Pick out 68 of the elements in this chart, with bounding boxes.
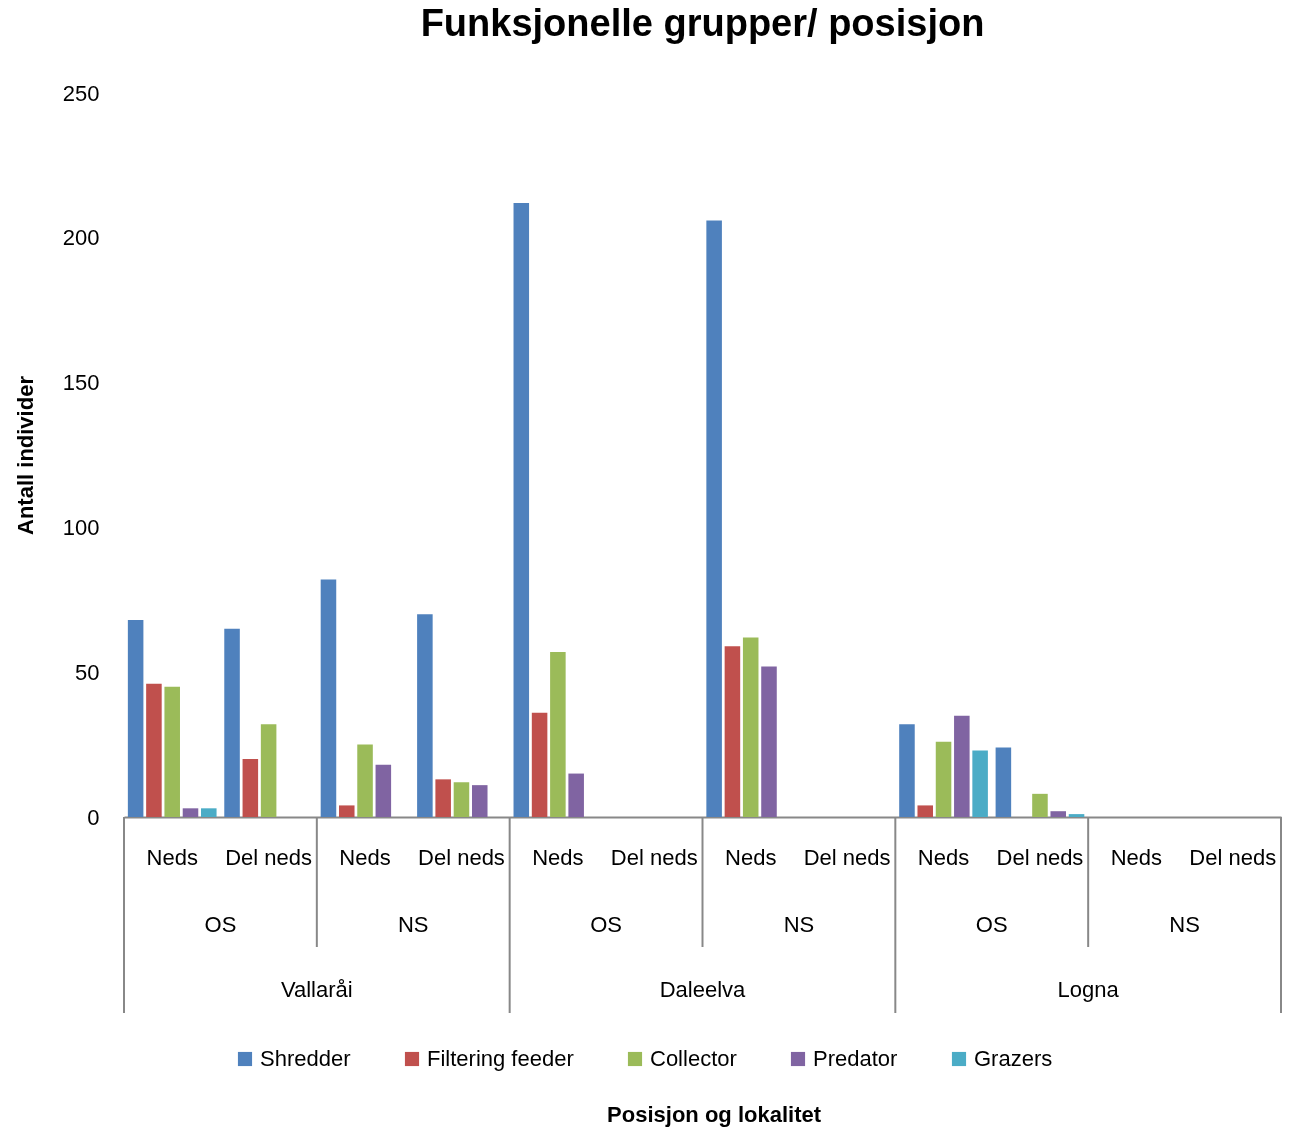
x-tick-label: Del neds bbox=[225, 844, 313, 870]
bar bbox=[917, 805, 934, 817]
bar bbox=[164, 686, 180, 817]
y-tick-label: 250 bbox=[62, 80, 100, 106]
bar bbox=[513, 203, 530, 817]
x-tick-label: Neds bbox=[725, 844, 777, 870]
bar bbox=[127, 620, 144, 817]
bar bbox=[338, 805, 355, 817]
y-tick-label: 200 bbox=[62, 225, 100, 251]
bar bbox=[899, 724, 915, 817]
text: Daleelva bbox=[659, 977, 747, 1002]
legend-label: Grazers bbox=[974, 1046, 1053, 1071]
y-tick-label: 0 bbox=[87, 804, 100, 830]
text: OS bbox=[204, 912, 237, 937]
text: Logna bbox=[1057, 977, 1120, 1002]
bar bbox=[972, 750, 988, 817]
x-tick-label: Neds bbox=[146, 844, 198, 870]
bar bbox=[724, 646, 741, 817]
bar bbox=[453, 782, 470, 817]
x-tick-label: Del neds bbox=[996, 844, 1084, 870]
text: OS bbox=[590, 912, 622, 937]
bar bbox=[182, 808, 199, 817]
bar bbox=[954, 715, 970, 817]
bar bbox=[435, 779, 451, 817]
y-axis-title: Antall individer bbox=[12, 375, 38, 535]
bar bbox=[146, 683, 162, 817]
x-tick-label: Del neds bbox=[803, 844, 891, 870]
y-tick-label: 150 bbox=[62, 370, 100, 396]
bar bbox=[531, 712, 548, 817]
bar bbox=[320, 579, 337, 817]
bar bbox=[357, 744, 373, 817]
bar bbox=[1050, 811, 1067, 817]
legend-label: Shredder bbox=[260, 1046, 351, 1071]
bar bbox=[742, 637, 759, 817]
bar bbox=[471, 785, 488, 817]
bar bbox=[224, 628, 240, 817]
bar bbox=[706, 220, 722, 817]
text: NS bbox=[783, 912, 815, 937]
bar bbox=[242, 759, 259, 817]
text: Vallaråi bbox=[280, 977, 353, 1002]
bar bbox=[1068, 814, 1085, 817]
bar bbox=[201, 808, 217, 817]
y-tick-label: 100 bbox=[62, 514, 100, 540]
bar bbox=[550, 651, 566, 817]
text: NS bbox=[397, 912, 429, 937]
x-tick-label: Del neds bbox=[1189, 844, 1277, 870]
chart-title: Funksjonelle grupper/ posisjon bbox=[420, 2, 985, 44]
x-tick-label: Del neds bbox=[418, 844, 505, 870]
bar bbox=[375, 764, 392, 817]
x-tick-label: Del neds bbox=[610, 844, 698, 870]
bar bbox=[935, 741, 952, 817]
text: OS bbox=[975, 912, 1008, 937]
bar bbox=[417, 614, 433, 817]
y-tick-label: 50 bbox=[75, 659, 100, 685]
bar bbox=[260, 724, 277, 817]
x-tick-label: Neds bbox=[1110, 844, 1163, 870]
x-tick-label: Neds bbox=[532, 844, 584, 870]
bar bbox=[568, 773, 584, 817]
text: Posisjon og lokalitet bbox=[607, 1102, 822, 1127]
bar bbox=[761, 666, 777, 817]
legend-label: Collector bbox=[650, 1046, 737, 1071]
bar bbox=[995, 747, 1012, 817]
legend-label: Filtering feeder bbox=[427, 1046, 574, 1071]
text: NS bbox=[1169, 912, 1200, 937]
legend-label: Predator bbox=[813, 1046, 898, 1071]
x-tick-label: Neds bbox=[917, 844, 970, 870]
x-tick-label: Neds bbox=[339, 844, 391, 870]
bar bbox=[1032, 793, 1048, 817]
